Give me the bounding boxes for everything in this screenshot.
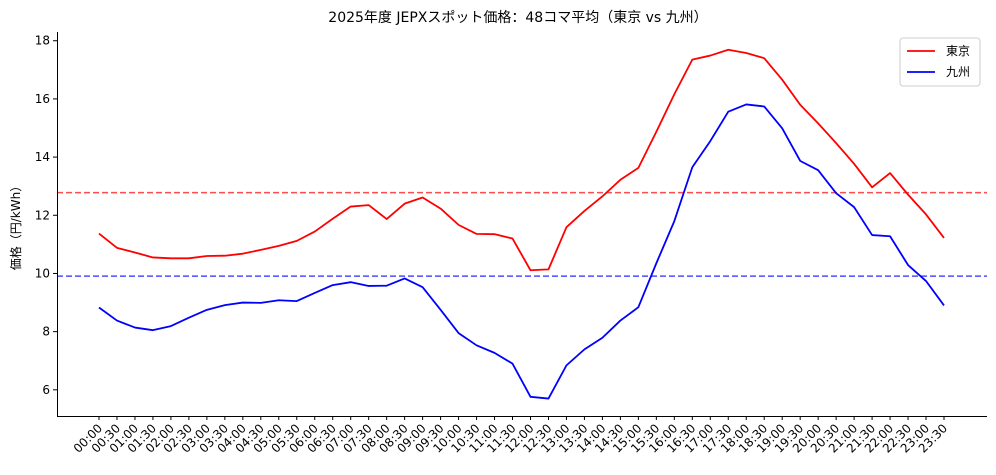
y-tick-label: 16	[35, 92, 50, 106]
series-line	[98, 103, 945, 400]
y-tick-label: 8	[42, 325, 50, 339]
y-tick-label: 6	[42, 383, 50, 397]
y-tick-label: 10	[35, 266, 50, 280]
x-ticks: 00:0000:3001:0001:3002:0002:3003:0003:30…	[71, 416, 950, 456]
y-ticks: 6 8 10 12 14 16 18	[35, 34, 57, 397]
legend-box	[899, 37, 981, 87]
legend-label: 東京	[946, 44, 970, 58]
y-tick-label: 18	[35, 34, 50, 48]
chart-title: 2025年度 JEPXスポット価格：48コマ平均（東京 vs 九州）	[328, 10, 707, 26]
legend-label: 九州	[946, 65, 970, 79]
y-tick-label: 14	[35, 150, 50, 164]
series-line	[98, 48, 945, 272]
y-axis-label: 価格（円/kWh）	[8, 180, 23, 270]
series-lines	[98, 48, 945, 400]
y-tick-label: 12	[35, 208, 50, 222]
mean-lines	[57, 191, 987, 277]
